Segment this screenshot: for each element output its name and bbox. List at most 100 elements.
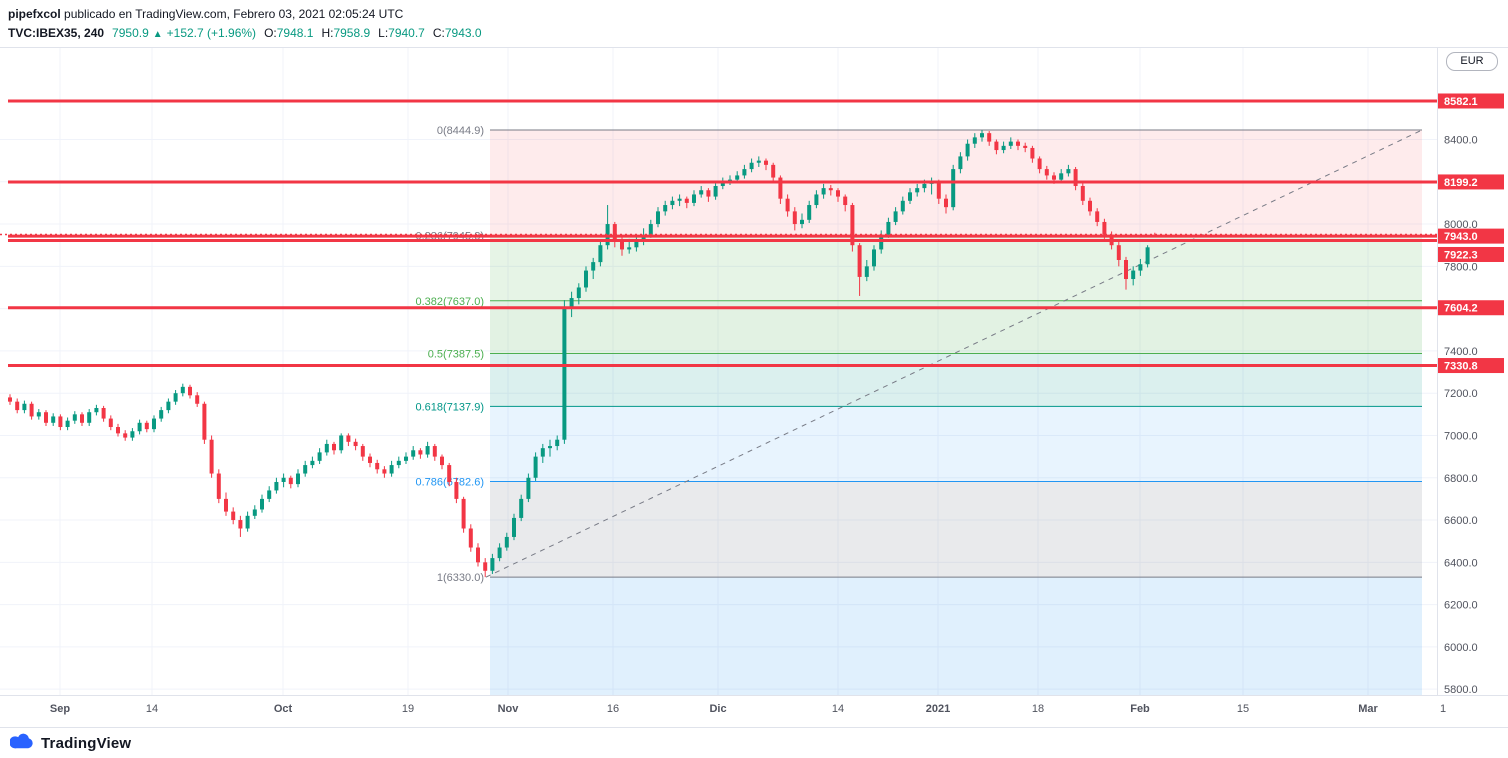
price-label-badge-text: 7330.8 xyxy=(1444,361,1478,373)
price-tick-label: 6800.0 xyxy=(1444,473,1478,485)
fib-level-label: 0(8444.9) xyxy=(437,125,484,137)
candle-body xyxy=(389,465,394,474)
candle-body xyxy=(152,418,156,430)
candle-body xyxy=(382,469,387,474)
candle-body xyxy=(533,456,538,478)
candle-body xyxy=(800,219,804,225)
price-label-badge xyxy=(1438,228,1504,244)
candle-body xyxy=(1088,200,1092,212)
candle-body xyxy=(908,192,912,201)
candle-body xyxy=(123,433,128,438)
candle-body xyxy=(1116,245,1121,260)
candle-body xyxy=(137,422,142,432)
candle-body xyxy=(656,211,660,225)
candle-body xyxy=(425,446,430,455)
candle-body xyxy=(1037,158,1042,170)
candle-body xyxy=(432,446,437,457)
candle-body xyxy=(396,460,401,466)
candle-body xyxy=(404,456,408,461)
candle-body xyxy=(8,397,12,402)
candle-body xyxy=(684,198,689,203)
time-axis[interactable]: Sep 14 Oct 19 Nov 16 Dic 14 2021 18 Feb 15 Mar 1 xyxy=(0,47,1508,728)
chart-header: pipefxcol publicado en TradingView.com, … xyxy=(0,0,1508,47)
low-label: L: xyxy=(378,26,389,40)
candle-body xyxy=(612,224,617,241)
footer-bar: TradingView xyxy=(0,728,1508,758)
time-tick-label: Feb xyxy=(1130,703,1150,715)
price-tick-label: 7400.0 xyxy=(1444,346,1478,358)
candle-body xyxy=(303,465,308,474)
candle-body xyxy=(332,443,336,451)
price-axis[interactable]: 8400.08200.08000.07800.07600.07400.07200… xyxy=(1437,47,1508,728)
candle-body xyxy=(857,245,862,277)
candle-body xyxy=(461,498,466,529)
candle-body xyxy=(440,456,444,466)
price-chart-pane[interactable]: 0(8444.9)0.236(7945.8)0.382(7637.0)0.5(7… xyxy=(0,47,1508,728)
candle-body xyxy=(1016,141,1020,146)
price-label-badge-text: 8582.1 xyxy=(1444,96,1478,108)
high-label: H: xyxy=(321,26,334,40)
candle-body xyxy=(944,198,948,208)
fib-zone xyxy=(490,235,1422,301)
candle-body xyxy=(821,188,826,195)
fib-level-label: 1(6330.0) xyxy=(437,572,484,584)
time-tick-label: Mar xyxy=(1358,703,1378,715)
candle-body xyxy=(1044,169,1049,176)
candle-body xyxy=(324,443,329,453)
grid-layer xyxy=(0,47,1444,695)
candle-body xyxy=(1102,221,1107,235)
time-tick-label: 1 xyxy=(1440,703,1446,715)
fib-labels-layer: 0(8444.9)0.236(7945.8)0.382(7637.0)0.5(7… xyxy=(416,125,485,584)
currency-unit-button[interactable]: EUR xyxy=(1446,52,1498,71)
candle-body xyxy=(497,547,502,559)
candle-body xyxy=(1073,169,1078,187)
candle-body xyxy=(267,490,272,499)
candle-body xyxy=(706,190,711,197)
candle-body xyxy=(548,446,552,449)
high-value: 7958.9 xyxy=(333,26,371,40)
candle-body xyxy=(144,422,149,430)
author-name[interactable]: pipefxcol xyxy=(8,7,61,21)
alert-lines-layer xyxy=(0,99,1437,368)
candle-body xyxy=(512,517,516,537)
price-tick-label: 6000.0 xyxy=(1444,642,1478,654)
candle-body xyxy=(1131,270,1136,280)
candle-body xyxy=(1008,141,1013,146)
candle-body xyxy=(504,536,509,548)
symbol-title[interactable]: TVC:IBEX35, 240 xyxy=(8,26,105,40)
fib-level-label: 0.5(7387.5) xyxy=(428,349,484,361)
candle-body xyxy=(764,160,768,165)
candle-body xyxy=(339,435,344,451)
fib-level-label: 0.786(6782.6) xyxy=(416,476,485,488)
candle-body xyxy=(238,520,243,529)
candle-body xyxy=(108,418,113,428)
fib-zone xyxy=(490,406,1422,482)
fib-lines-layer xyxy=(485,129,1423,578)
candle-body xyxy=(360,446,365,457)
price-label-badge xyxy=(1438,358,1504,374)
price-label-badge xyxy=(1438,246,1504,262)
candle-body xyxy=(922,183,927,189)
tradingview-logo[interactable]: TradingView xyxy=(9,733,131,754)
candle-body xyxy=(15,401,20,411)
chart-area: 0(8444.9)0.236(7945.8)0.382(7637.0)0.5(7… xyxy=(0,47,1508,728)
candle-body xyxy=(65,420,70,428)
price-label-badge xyxy=(1438,300,1504,316)
candle-body xyxy=(231,511,236,521)
candle-body xyxy=(29,403,34,417)
candle-body xyxy=(872,249,876,267)
candle-body xyxy=(173,393,178,402)
candle-body xyxy=(1030,147,1035,159)
candle-body xyxy=(51,416,56,423)
fib-zone xyxy=(490,481,1422,578)
candle-body xyxy=(641,234,646,241)
candle-body xyxy=(418,450,423,455)
candle-body xyxy=(828,188,833,191)
price-label-badge xyxy=(1438,93,1504,109)
fib-zones-layer xyxy=(490,130,1422,695)
time-tick-label: 18 xyxy=(1032,703,1044,715)
candle-body xyxy=(591,262,596,271)
time-tick-label: 2021 xyxy=(926,703,950,715)
candle-body xyxy=(778,177,783,199)
candle-body xyxy=(634,240,639,248)
